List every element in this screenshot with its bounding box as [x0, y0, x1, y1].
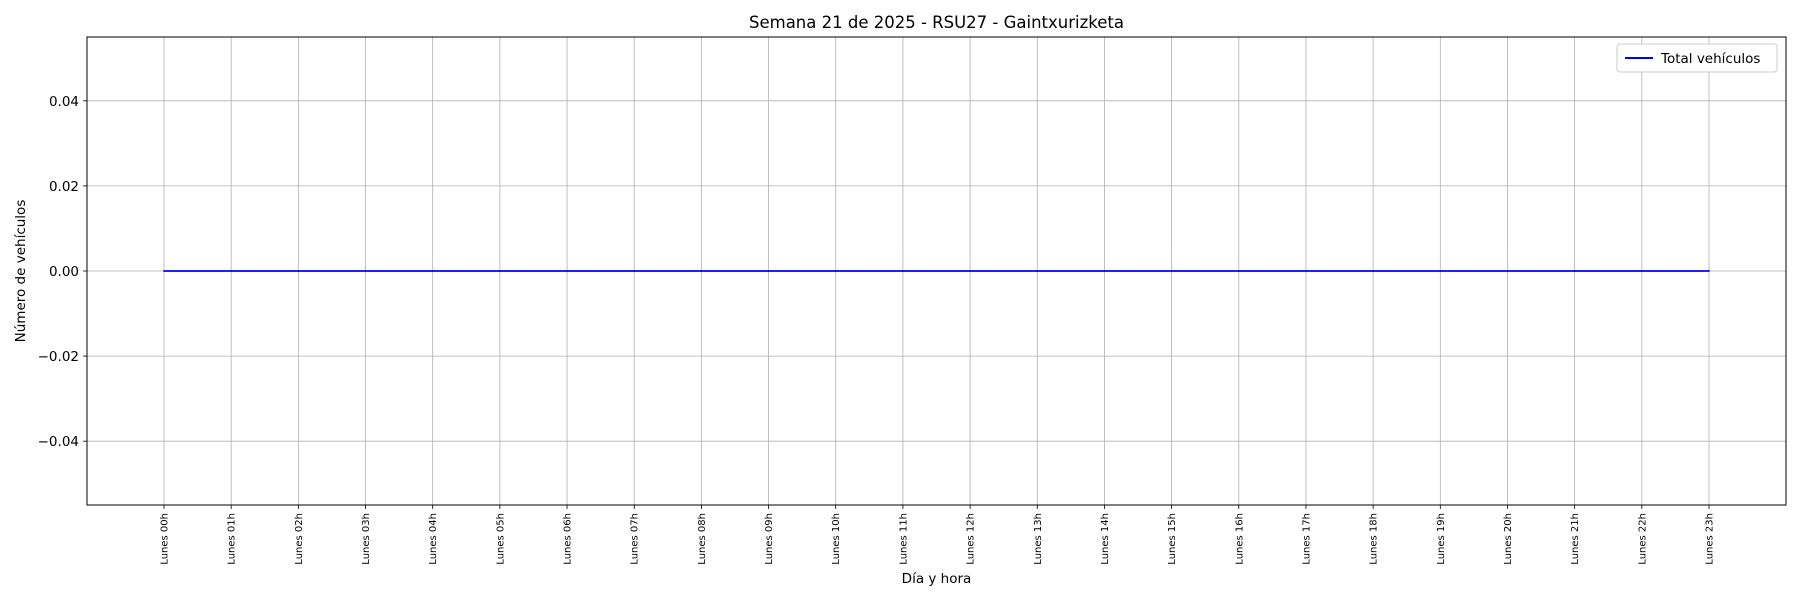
- y-tick-label: −0.02: [38, 349, 79, 365]
- x-axis-ticks: Lunes 00h Lunes 01h Lunes 02h Lunes 03h Lune…: [160, 505, 1716, 565]
- x-tick-label: Lunes 05h: [495, 513, 506, 565]
- x-tick-label: Lunes 21h: [1570, 513, 1581, 565]
- x-tick-label: Lunes 09h: [764, 513, 775, 565]
- data-point: [163, 270, 165, 272]
- data-point: [1573, 270, 1576, 272]
- data-point: [969, 270, 971, 272]
- series-layer: [163, 270, 1710, 272]
- data-point: [1237, 270, 1240, 272]
- legend-label-total-vehiculos: Total vehículos: [1660, 51, 1760, 67]
- data-point: [566, 270, 568, 272]
- data-point: [1170, 270, 1173, 272]
- legend: Total vehículos: [1616, 43, 1778, 73]
- x-tick-label: Lunes 02h: [294, 513, 305, 565]
- data-point: [1640, 270, 1643, 272]
- x-tick-label: Lunes 16h: [1234, 513, 1245, 565]
- x-tick-label: Lunes 00h: [160, 513, 171, 565]
- data-point: [431, 270, 434, 272]
- x-tick-label: Lunes 03h: [361, 513, 372, 565]
- x-tick-label: Lunes 23h: [1705, 513, 1716, 565]
- x-tick-label: Lunes 06h: [563, 513, 574, 565]
- x-tick-label: Lunes 17h: [1301, 513, 1312, 565]
- y-axis-label: Número de vehículos: [13, 200, 29, 343]
- data-point: [1372, 270, 1375, 272]
- data-point: [498, 270, 501, 272]
- data-point: [1439, 270, 1442, 272]
- data-point: [1036, 270, 1039, 272]
- x-axis-label: Día y hora: [902, 571, 972, 587]
- x-tick-label: Lunes 12h: [966, 513, 977, 565]
- y-axis-ticks: −0.04 −0.02 0.00 0.02 0.04: [38, 94, 87, 450]
- data-point: [1708, 270, 1710, 272]
- data-point: [230, 270, 233, 272]
- data-point: [364, 270, 367, 272]
- x-tick-label: Lunes 08h: [697, 513, 708, 565]
- x-tick-label: Lunes 15h: [1167, 513, 1178, 565]
- data-point: [834, 270, 837, 272]
- data-point: [700, 270, 703, 272]
- data-point: [767, 270, 770, 272]
- data-point: [1506, 270, 1509, 272]
- y-tick-label: 0.02: [49, 179, 79, 195]
- x-tick-label: Lunes 01h: [227, 513, 238, 565]
- data-point: [1305, 270, 1307, 272]
- data-point: [297, 270, 300, 272]
- x-tick-label: Lunes 19h: [1436, 513, 1447, 565]
- x-tick-label: Lunes 13h: [1033, 513, 1044, 565]
- x-tick-label: Lunes 04h: [428, 513, 439, 565]
- y-tick-label: 0.04: [49, 94, 79, 110]
- x-tick-label: Lunes 22h: [1637, 513, 1648, 565]
- chart-title: Semana 21 de 2025 - RSU27 - Gaintxurizke…: [749, 13, 1124, 32]
- x-tick-label: Lunes 20h: [1503, 513, 1514, 565]
- data-point: [902, 270, 904, 272]
- x-tick-label: Lunes 14h: [1100, 513, 1111, 565]
- data-point: [633, 270, 636, 272]
- x-tick-label: Lunes 07h: [630, 513, 641, 565]
- y-tick-label: −0.04: [38, 434, 79, 450]
- x-tick-label: Lunes 11h: [898, 513, 909, 565]
- x-tick-label: Lunes 10h: [831, 513, 842, 565]
- y-tick-label: 0.00: [49, 264, 79, 280]
- x-tick-label: Lunes 18h: [1369, 513, 1380, 565]
- data-point: [1103, 270, 1106, 272]
- legend-box: [1616, 43, 1778, 73]
